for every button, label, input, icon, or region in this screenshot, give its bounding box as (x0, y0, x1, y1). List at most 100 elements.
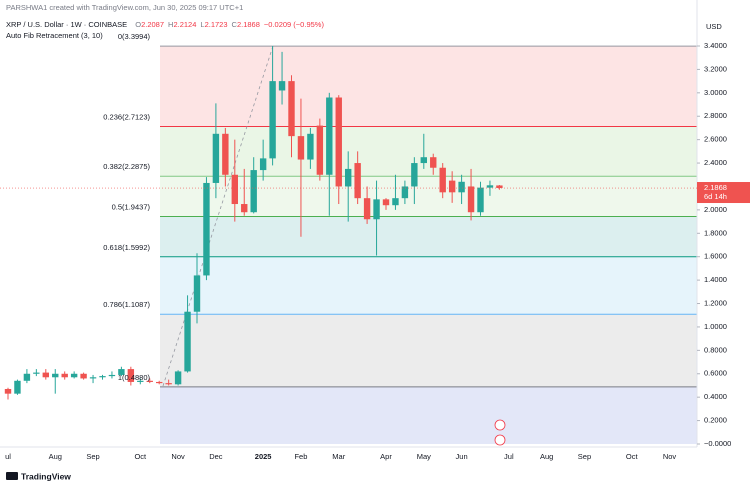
candle-body (89, 377, 97, 379)
candle-body (278, 81, 286, 91)
fib-level-label: 0.236(2.7123) (103, 112, 150, 121)
candle-body (458, 181, 465, 193)
y-tick-label: 1.2000 (704, 299, 727, 308)
ohlc-key: C (232, 20, 238, 29)
event-icon[interactable] (494, 419, 506, 431)
fib-band (160, 126, 697, 177)
y-tick-label: 0.6000 (704, 369, 727, 378)
candle-body (70, 373, 78, 378)
candle-body (118, 369, 125, 375)
candle-body (231, 174, 238, 205)
y-tick-label: 0.8000 (704, 345, 727, 354)
x-tick-label: Aug (540, 452, 553, 461)
event-icon[interactable] (494, 434, 506, 446)
ohlc-key: O (135, 20, 141, 29)
x-tick-label: Jun (456, 452, 468, 461)
x-tick-label: Dec (209, 452, 223, 461)
candle-body (486, 185, 494, 188)
indicator-name: Auto Fib Retracement (3, 10) (6, 31, 103, 40)
y-tick-label: 2.0000 (704, 205, 727, 214)
candle-body (363, 198, 371, 220)
fib-bands (160, 45, 697, 444)
countdown-label: 6d 14h (704, 192, 727, 201)
candle-body (335, 97, 342, 187)
ohlc-key: L (200, 20, 204, 29)
y-tick-label: 0.4000 (704, 392, 727, 401)
candle-body (127, 369, 135, 382)
candle-body (316, 125, 324, 175)
ohlc-value: 2.2087 (141, 20, 164, 29)
candle-body (174, 371, 182, 385)
candle-body (250, 170, 257, 213)
candle-body (392, 198, 399, 206)
y-tick-label: 1.0000 (704, 322, 727, 331)
candle-body (222, 133, 229, 175)
x-tick-label: Mar (332, 452, 345, 461)
x-tick-label: 2025 (255, 452, 272, 461)
candle-body (156, 381, 163, 384)
x-tick-label: Apr (380, 452, 392, 461)
candle-body (420, 157, 427, 164)
fib-band (160, 314, 697, 387)
currency-label: USD (706, 22, 722, 31)
y-tick-label: 2.8000 (704, 111, 727, 120)
candle-body (42, 372, 49, 378)
symbol-title: XRP / U.S. Dollar · 1W · COINBASE (6, 20, 127, 29)
candle-body (99, 376, 106, 378)
candle-body (448, 180, 456, 193)
y-tick-label: 1.6000 (704, 252, 727, 261)
last-price-box (697, 182, 750, 204)
fib-level-label: 0.5(1.9437) (112, 202, 151, 211)
candle-body (80, 373, 87, 379)
candle-body (259, 158, 267, 171)
x-tick-label: Nov (171, 452, 185, 461)
candle-body (241, 204, 248, 213)
x-tick-label: Oct (134, 452, 147, 461)
candle-body (108, 374, 116, 377)
candle-body (496, 185, 503, 189)
candle-body (373, 199, 380, 220)
x-tick-label: Aug (49, 452, 62, 461)
fib-level-label: 0.382(2.2875) (103, 162, 150, 171)
x-tick-label: Sep (86, 452, 99, 461)
candle-body (439, 167, 446, 193)
watermark-line: PARSHWA1 created with TradingView.com, J… (6, 3, 243, 12)
ohlc-value: 2.2124 (173, 20, 196, 29)
candle-body (4, 388, 12, 394)
candle-body (307, 133, 314, 160)
x-tick-label: Jul (504, 452, 514, 461)
candle-body (467, 186, 475, 213)
candle-body (212, 133, 220, 183)
x-tick-label: ul (5, 452, 11, 461)
fib-level-label: 0.618(1.5992) (103, 243, 150, 252)
fib-band (160, 256, 697, 315)
x-tick-label: Feb (294, 452, 307, 461)
change: −0.0209 (−0.95%) (264, 20, 325, 29)
candle-body (165, 383, 172, 385)
y-tick-label: 1.4000 (704, 275, 727, 284)
candle-body (411, 163, 418, 187)
y-tick-label: 2.4000 (704, 158, 727, 167)
candle-body (354, 163, 361, 199)
candle-body (477, 187, 484, 213)
candle-body (52, 373, 59, 378)
x-tick-label: May (417, 452, 431, 461)
candle-body (23, 373, 31, 381)
candle-body (326, 97, 333, 175)
fib-band (160, 216, 697, 257)
ohlc-key: H (168, 20, 173, 29)
candle-body (401, 186, 409, 199)
y-tick-label: 0.2000 (704, 416, 727, 425)
x-tick-label: Oct (626, 452, 639, 461)
axes: 3.40003.20003.00002.80002.60002.40002.20… (5, 41, 731, 461)
fib-band (160, 46, 697, 127)
candle-body (193, 275, 201, 312)
candle-body (297, 136, 305, 160)
ohlc-value: 2.1723 (205, 20, 228, 29)
candle-body (382, 199, 390, 206)
logo-mark (6, 472, 18, 480)
fib-band (160, 176, 697, 217)
fib-level-label: 0.786(1.1087) (103, 300, 150, 309)
candle-body (430, 157, 437, 168)
